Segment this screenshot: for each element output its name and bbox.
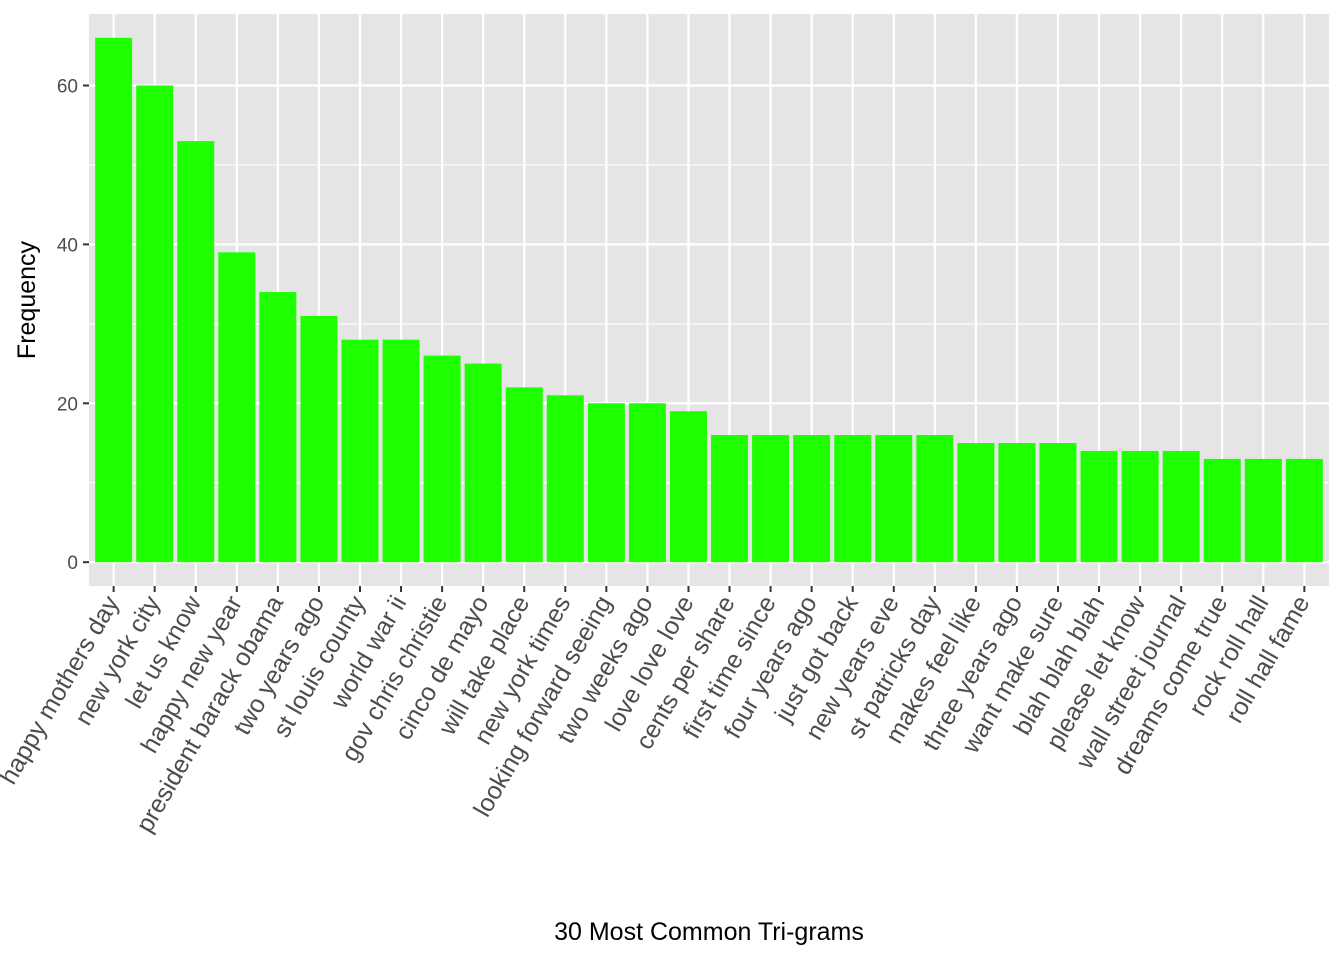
bar (793, 435, 831, 563)
bar (957, 443, 995, 563)
bar (136, 85, 174, 563)
bar (1203, 458, 1241, 563)
bar (1162, 450, 1200, 563)
bar (669, 411, 707, 563)
bar (218, 252, 256, 563)
y-axis: 0 20 40 60 (57, 77, 89, 574)
bar (423, 355, 461, 563)
bar (587, 403, 625, 563)
bar (998, 443, 1036, 563)
bar (505, 387, 543, 563)
bar (916, 435, 954, 563)
bar (95, 37, 133, 563)
bar (300, 315, 338, 563)
y-axis-title: Frequency (13, 240, 41, 359)
bar (1121, 450, 1159, 563)
bar (875, 435, 913, 563)
y-tick-label: 60 (57, 77, 78, 98)
y-tick-label: 40 (57, 235, 78, 256)
bar (177, 141, 215, 563)
x-axis-title: 30 Most Common Tri-grams (554, 918, 864, 946)
y-tick-label: 20 (57, 394, 78, 415)
y-tick-label: 0 (67, 553, 78, 574)
bar (1039, 443, 1077, 563)
bar (711, 435, 749, 563)
bar (1244, 458, 1282, 563)
bar (259, 292, 297, 563)
bar (752, 435, 790, 563)
bar (1285, 458, 1323, 563)
bars (95, 37, 1323, 563)
bar (628, 403, 666, 563)
bar (382, 339, 420, 563)
bar (834, 435, 872, 563)
bar (546, 395, 584, 563)
bar (341, 339, 379, 563)
bar (464, 363, 502, 563)
bar (1080, 450, 1118, 563)
